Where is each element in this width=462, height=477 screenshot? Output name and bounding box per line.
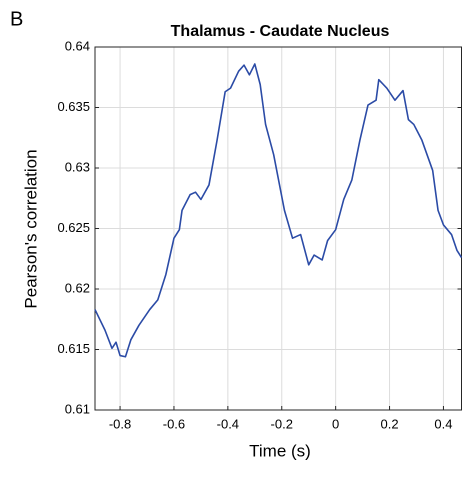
- x-tick-label: 0.2: [381, 416, 399, 431]
- y-tick-label: 0.635: [57, 99, 90, 114]
- y-axis-label: Pearson's correlation: [21, 149, 40, 308]
- y-tick-label: 0.64: [65, 38, 90, 53]
- x-tick-label: -0.8: [109, 416, 131, 431]
- panel-label: B: [10, 8, 23, 30]
- data-line: [94, 63, 462, 358]
- y-tick-label: 0.62: [65, 280, 90, 295]
- y-tick-label: 0.63: [65, 159, 90, 174]
- y-tick-label: 0.615: [57, 341, 90, 356]
- x-tick-label: -0.4: [217, 416, 239, 431]
- y-tick-label: 0.625: [57, 220, 90, 235]
- chart-title: Thalamus - Caudate Nucleus: [171, 23, 390, 40]
- y-tick-label: 0.61: [65, 401, 90, 416]
- x-tick-label: -0.2: [271, 416, 293, 431]
- x-axis-label: Time (s): [249, 441, 311, 460]
- x-tick-label: -0.6: [163, 416, 185, 431]
- x-tick-label: 0.4: [434, 416, 452, 431]
- x-tick-label: 0: [332, 416, 339, 431]
